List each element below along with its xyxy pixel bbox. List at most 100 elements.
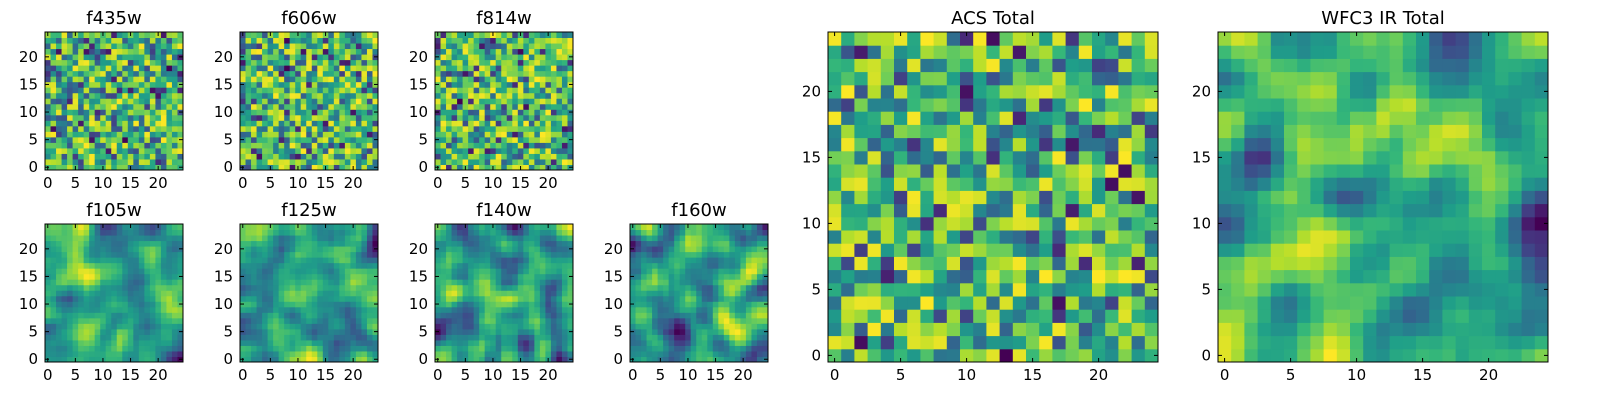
heatmap-cell	[267, 240, 274, 247]
heatmap-cell	[317, 262, 324, 269]
heatmap-cell	[284, 59, 291, 66]
heatmap-cell	[322, 284, 329, 291]
heatmap-cell	[960, 164, 974, 178]
heatmap-cell	[561, 262, 568, 269]
heatmap-cell	[262, 136, 269, 143]
heatmap-cell	[960, 243, 974, 257]
heatmap-cell	[534, 59, 541, 66]
heatmap-cell	[668, 284, 675, 291]
heatmap-cell	[512, 262, 519, 269]
x-tick-label: 20	[539, 366, 558, 384]
heatmap-cell	[149, 142, 156, 149]
heatmap-cell	[517, 81, 524, 88]
x-tick-label: 15	[316, 174, 335, 192]
heatmap-cell	[144, 70, 151, 77]
heatmap-cell	[278, 328, 285, 335]
heatmap-cell	[451, 164, 458, 171]
heatmap-cell	[512, 356, 519, 363]
heatmap-cell	[61, 246, 68, 253]
heatmap-cell	[111, 301, 118, 308]
heatmap-cell	[451, 43, 458, 50]
heatmap-cell	[262, 48, 269, 55]
heatmap-cell	[440, 306, 447, 313]
heatmap-cell	[550, 136, 557, 143]
heatmap-cell	[72, 312, 79, 319]
heatmap-cell	[328, 224, 335, 231]
heatmap-cell	[490, 251, 497, 258]
heatmap-cell	[435, 279, 442, 286]
heatmap-cell	[361, 70, 368, 77]
heatmap-cell	[171, 125, 178, 132]
heatmap-cell	[289, 158, 296, 165]
heatmap-cell	[528, 114, 535, 121]
heatmap-cell	[100, 136, 107, 143]
heatmap-cell	[690, 339, 697, 346]
heatmap-cell	[160, 235, 167, 242]
heatmap-cell	[907, 177, 921, 191]
heatmap-cell	[267, 114, 274, 121]
heatmap-cell	[273, 273, 280, 280]
heatmap-cell	[446, 32, 453, 39]
heatmap-cell	[256, 103, 263, 110]
heatmap-cell	[468, 356, 475, 363]
heatmap-cell	[160, 136, 167, 143]
heatmap-cell	[663, 317, 670, 324]
heatmap-cell	[550, 328, 557, 335]
heatmap-cell	[89, 301, 96, 308]
heatmap-cell	[100, 65, 107, 72]
heatmap-cell	[512, 240, 519, 247]
heatmap-cell	[278, 334, 285, 341]
heatmap-cell	[946, 216, 961, 231]
heatmap-cell	[138, 290, 145, 297]
heatmap-cell	[490, 43, 497, 50]
heatmap-cell	[479, 131, 486, 138]
heatmap-cell	[1012, 348, 1027, 363]
heatmap-cell	[556, 136, 563, 143]
heatmap-cell	[490, 142, 497, 149]
heatmap-cell	[273, 65, 280, 72]
heatmap-cell	[462, 295, 469, 302]
heatmap-cell	[344, 262, 351, 269]
heatmap-cell	[295, 65, 302, 72]
heatmap-cell	[127, 262, 134, 269]
heatmap-cell	[311, 345, 318, 352]
heatmap-cell	[545, 37, 552, 44]
heatmap-cell	[240, 37, 247, 44]
heatmap-cell	[1092, 230, 1106, 244]
heatmap-cell	[67, 246, 74, 253]
heatmap-cell	[155, 273, 162, 280]
heatmap-cell	[646, 224, 653, 231]
heatmap-cell	[451, 301, 458, 308]
heatmap-cell	[740, 229, 747, 236]
heatmap-cell	[171, 37, 178, 44]
y-tick-label: 5	[223, 323, 233, 341]
heatmap-cell	[350, 328, 357, 335]
heatmap-cell	[256, 224, 263, 231]
heatmap-cell	[355, 125, 362, 132]
heatmap-cell	[740, 350, 747, 357]
heatmap-cell	[116, 301, 123, 308]
heatmap-cell	[122, 295, 129, 302]
heatmap-cell	[155, 306, 162, 313]
heatmap-cell	[78, 246, 85, 253]
heatmap-cell	[707, 334, 714, 341]
heatmap-cell	[122, 301, 129, 308]
heatmap-cell	[350, 323, 357, 330]
heatmap-cell	[311, 262, 318, 269]
heatmap-cell	[484, 147, 491, 154]
heatmap-cell	[339, 43, 346, 50]
heatmap-cell	[1012, 177, 1027, 191]
heatmap-cell	[127, 323, 134, 330]
heatmap-cell	[506, 262, 513, 269]
heatmap-cell	[245, 54, 252, 61]
heatmap-cell	[762, 284, 769, 291]
heatmap-cell	[100, 142, 107, 149]
heatmap-cell	[545, 284, 552, 291]
heatmap-cell	[67, 240, 74, 247]
heatmap-cell	[177, 350, 184, 357]
heatmap-cell	[495, 284, 502, 291]
heatmap-cell	[116, 114, 123, 121]
heatmap-cell	[690, 306, 697, 313]
heatmap-cell	[457, 350, 464, 357]
heatmap-cell	[920, 335, 935, 350]
